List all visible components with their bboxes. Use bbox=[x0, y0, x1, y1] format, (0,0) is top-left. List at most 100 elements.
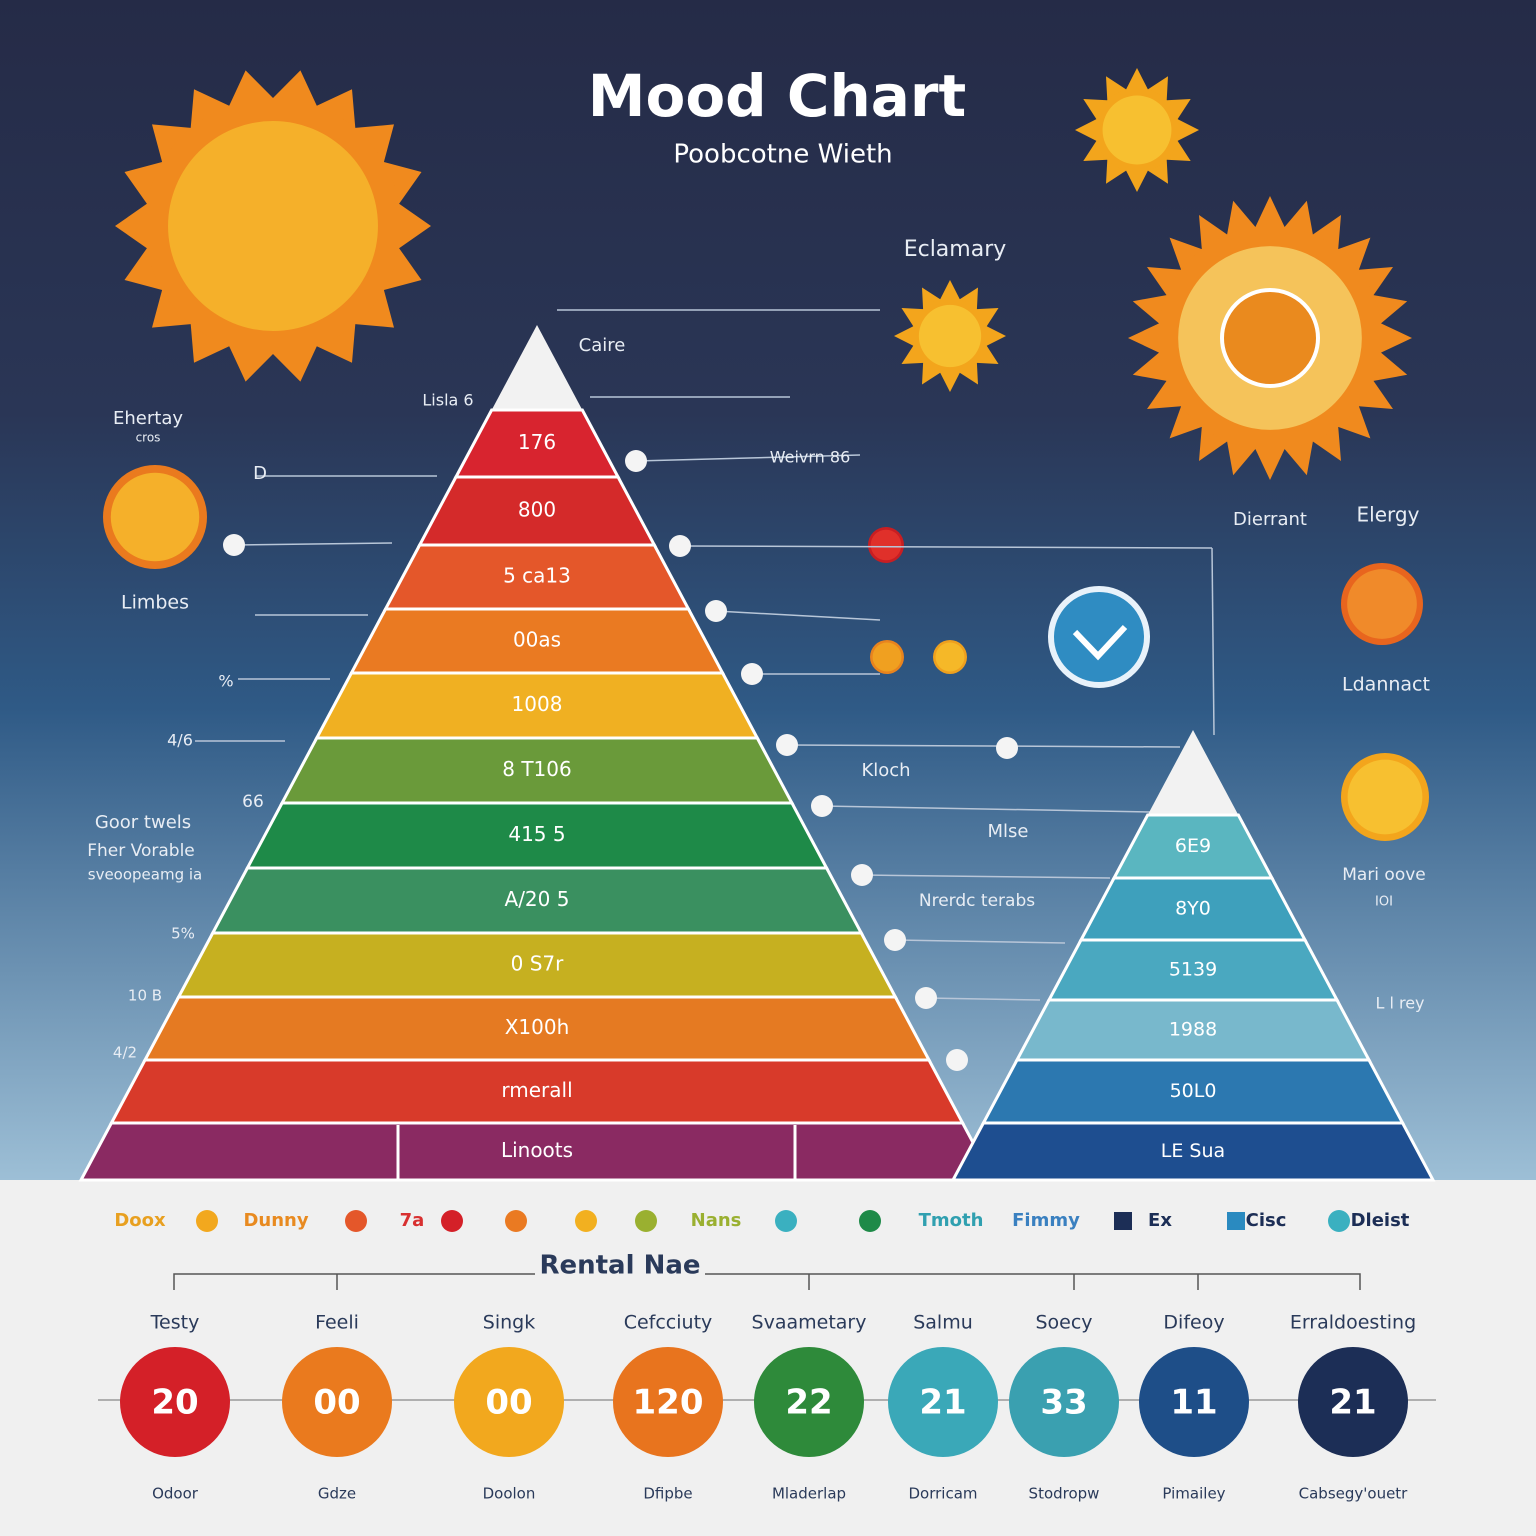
layer-label: 800 bbox=[518, 498, 556, 522]
scale-value: 11 bbox=[1170, 1383, 1217, 1423]
orb-core bbox=[870, 529, 902, 561]
connector bbox=[715, 610, 881, 621]
sun-core bbox=[918, 304, 982, 368]
label: Ehertay bbox=[113, 408, 183, 429]
layer-label: 415 5 bbox=[508, 822, 565, 846]
connector bbox=[635, 454, 861, 462]
layer-label: 0 S7r bbox=[511, 952, 565, 976]
legend-label: Dleist bbox=[1351, 1210, 1410, 1231]
bottom-panel bbox=[0, 1180, 1536, 1536]
layer-label: Linoots bbox=[501, 1138, 573, 1162]
orb-core bbox=[935, 642, 965, 672]
scale-value: 120 bbox=[633, 1383, 704, 1423]
connector bbox=[1211, 547, 1215, 736]
dot bbox=[851, 864, 873, 886]
layer-label: 8 T106 bbox=[502, 757, 571, 781]
scale-label: Feeli bbox=[315, 1312, 359, 1334]
scale-caption: Cabsegy'ouetr bbox=[1299, 1485, 1409, 1503]
layer-label: 1988 bbox=[1169, 1019, 1217, 1041]
connector bbox=[679, 545, 1213, 549]
scale-value: 22 bbox=[785, 1383, 832, 1423]
scale-circle bbox=[613, 1347, 723, 1457]
legend-swatch bbox=[345, 1210, 367, 1232]
label: Nrerdc terabs bbox=[919, 891, 1035, 911]
legend-swatch bbox=[441, 1210, 463, 1232]
bracket bbox=[173, 1273, 1361, 1290]
scale-value: 21 bbox=[1329, 1383, 1376, 1423]
sun-core bbox=[168, 121, 378, 331]
label: Lisla 6 bbox=[422, 391, 473, 410]
label: Fher Vorable bbox=[87, 841, 195, 861]
scale-value: 20 bbox=[151, 1383, 198, 1423]
dot bbox=[915, 987, 937, 1009]
label: Mari oove bbox=[1342, 865, 1426, 885]
legend-label: 7a bbox=[400, 1210, 425, 1231]
connector bbox=[786, 744, 1181, 748]
scale-title: Rental Nae bbox=[539, 1251, 700, 1281]
title: Mood Chart bbox=[588, 62, 966, 130]
scale-value: 00 bbox=[485, 1383, 532, 1423]
scale-circle bbox=[1298, 1347, 1408, 1457]
legend-swatch bbox=[1328, 1210, 1350, 1232]
connector bbox=[894, 939, 1066, 944]
legend-swatch bbox=[635, 1210, 657, 1232]
layer-label: 6E9 bbox=[1175, 835, 1211, 857]
label: Eclamary bbox=[904, 237, 1007, 262]
label: Mlse bbox=[988, 821, 1029, 842]
label: Elergy bbox=[1357, 503, 1420, 527]
scale-label: Testy bbox=[150, 1312, 200, 1334]
pyramid-tip bbox=[491, 325, 583, 410]
scale-caption: Odoor bbox=[152, 1485, 199, 1503]
label: Kloch bbox=[861, 760, 910, 781]
layer-label: 00as bbox=[513, 628, 561, 652]
scale-circle bbox=[1009, 1347, 1119, 1457]
scale-caption: Mladerlap bbox=[772, 1485, 846, 1503]
scale-caption: Dorricam bbox=[908, 1485, 977, 1503]
dot bbox=[946, 1049, 968, 1071]
check-mark bbox=[1072, 624, 1128, 661]
label: 5% bbox=[171, 925, 195, 943]
scale-label: Singk bbox=[483, 1312, 535, 1334]
scale-label: Soecy bbox=[1035, 1312, 1092, 1334]
scale-caption: Doolon bbox=[483, 1485, 536, 1503]
label: sveoopeamg ia bbox=[88, 866, 202, 884]
layer-label: 5 ca13 bbox=[503, 564, 571, 588]
legend-label: Dunny bbox=[243, 1210, 308, 1231]
connector bbox=[925, 997, 1041, 1001]
pyramid-layer bbox=[950, 1121, 1436, 1182]
label: Ldannact bbox=[1342, 674, 1430, 696]
layer-label: 176 bbox=[518, 430, 556, 454]
sun-ring bbox=[1220, 288, 1320, 388]
scale-label: Svaametary bbox=[752, 1312, 867, 1334]
dot bbox=[625, 450, 647, 472]
label: IOI bbox=[1375, 895, 1393, 910]
scale-value: 00 bbox=[313, 1383, 360, 1423]
orb-core bbox=[110, 472, 200, 562]
scale-caption: Dfipbe bbox=[643, 1485, 692, 1503]
label: cros bbox=[136, 431, 161, 445]
orb-core bbox=[872, 642, 902, 672]
label: L l rey bbox=[1375, 994, 1424, 1013]
layer-label: LE Sua bbox=[1161, 1140, 1225, 1162]
dot bbox=[884, 929, 906, 951]
legend-label: Fimmy bbox=[1012, 1210, 1080, 1231]
dot bbox=[669, 535, 691, 557]
subtitle: Poobcotne Wieth bbox=[673, 140, 892, 170]
scale-label: Cefcciuty bbox=[624, 1312, 713, 1334]
layer-label: 8Y0 bbox=[1175, 898, 1211, 920]
scale-label: Salmu bbox=[913, 1312, 973, 1334]
scale-caption: Pimailey bbox=[1162, 1485, 1225, 1503]
legend-swatch bbox=[859, 1210, 881, 1232]
sun-core bbox=[1102, 95, 1172, 165]
label: D bbox=[253, 463, 267, 484]
dot bbox=[776, 734, 798, 756]
scale-label: Difeoy bbox=[1163, 1312, 1224, 1334]
legend-label: Ex bbox=[1148, 1210, 1172, 1231]
legend-label: Cisc bbox=[1246, 1210, 1287, 1231]
label: Goor twels bbox=[95, 812, 191, 833]
dot bbox=[996, 737, 1018, 759]
label: Dierrant bbox=[1233, 509, 1307, 530]
connector bbox=[861, 874, 1111, 879]
legend-label: Doox bbox=[114, 1210, 166, 1231]
